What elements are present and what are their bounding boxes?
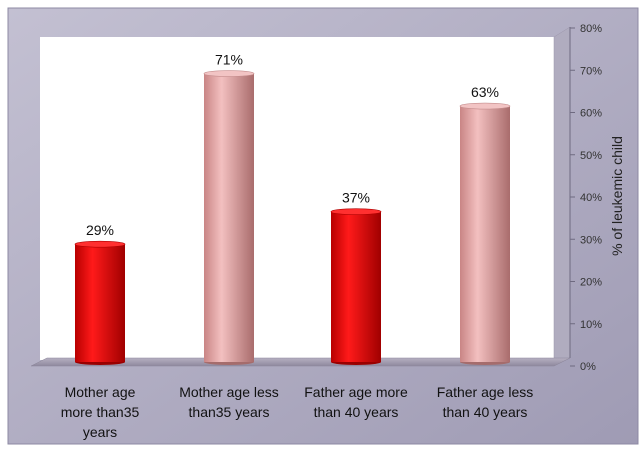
y-axis-title: % of leukemic child [609,136,625,256]
x-category-label: Father age more than 40 years [304,384,408,420]
bar-body [460,106,510,362]
bar-top [330,208,382,215]
data-labels: 29% 71% 37% 63% [86,52,499,239]
x-axis-labels: Mother age more than35 years Mother age les… [61,384,534,440]
x-category-label: Mother age less than35 years [179,384,279,420]
data-label: 71% [215,52,243,68]
y-tick-label: 10% [580,319,602,331]
bar [459,102,511,365]
bar-top [459,102,511,110]
y-tick-label: 30% [580,234,602,246]
data-label: 37% [342,190,370,206]
y-tick-label: 0% [580,361,596,373]
bar-body [75,244,125,362]
bar-body [204,73,254,362]
y-tick-label: 70% [580,65,602,77]
bar-top [74,240,126,248]
bars [74,70,511,365]
bar-top [203,70,255,77]
x-category-label: Father age less than 40 years [437,384,534,420]
data-label: 29% [86,222,114,238]
bar-body [331,211,381,362]
y-tick-label: 80% [580,23,602,35]
y-tick-label: 60% [580,108,602,120]
y-axis-ticks: 0% 10% 20% 30% 40% 50% 60% 70% 80% [570,23,602,373]
x-category-label: Mother age more than35 years [61,384,140,440]
y-tick-label: 50% [580,150,602,162]
y-tick-label: 40% [580,192,602,204]
data-label: 63% [471,84,499,100]
side-wall [553,26,571,367]
bar [74,240,126,365]
bar [330,208,382,365]
bar [203,70,255,365]
y-tick-label: 20% [580,277,602,289]
